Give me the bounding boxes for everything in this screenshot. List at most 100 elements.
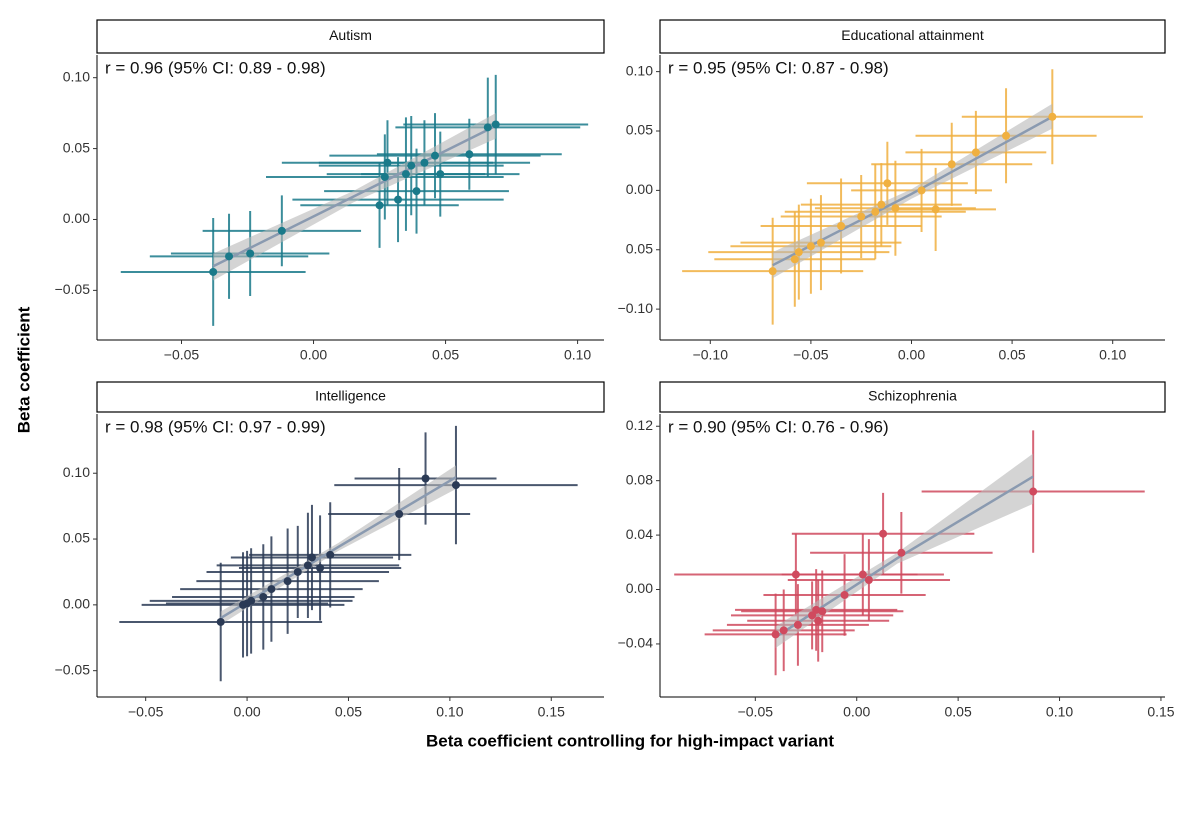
point xyxy=(383,158,392,167)
point xyxy=(246,249,255,258)
y-tick-label: −0.04 xyxy=(618,635,654,651)
y-tick-label: 0.00 xyxy=(63,210,90,226)
point xyxy=(307,553,316,562)
x-tick-label: 0.10 xyxy=(436,704,463,720)
point xyxy=(808,611,817,620)
point xyxy=(871,207,880,216)
point xyxy=(407,161,416,170)
point xyxy=(420,158,429,167)
point xyxy=(395,510,404,519)
y-axis-title: Beta coefficient xyxy=(14,306,33,433)
point xyxy=(947,160,956,169)
point xyxy=(277,226,286,235)
x-tick-label: 0.10 xyxy=(564,347,591,363)
confidence-band xyxy=(220,465,456,625)
x-axis-title: Beta coefficient controlling for high-im… xyxy=(426,731,834,750)
point xyxy=(259,592,268,601)
strip xyxy=(659,381,1166,413)
point xyxy=(216,617,225,626)
x-tick-label: 0.00 xyxy=(233,704,260,720)
annotation: r = 0.96 (95% CI: 0.89 - 0.98) xyxy=(105,58,326,77)
annotation: r = 0.95 (95% CI: 0.87 - 0.98) xyxy=(668,58,889,77)
y-tick-label: 0.00 xyxy=(626,181,653,197)
point xyxy=(209,267,218,276)
point xyxy=(768,267,777,276)
y-tick-label: 0.05 xyxy=(626,240,653,256)
y-tick-label: 0.00 xyxy=(63,596,90,612)
point xyxy=(483,123,492,132)
point xyxy=(267,585,276,594)
point xyxy=(917,186,926,195)
y-tick-label: 0.04 xyxy=(626,526,653,542)
point xyxy=(790,255,799,264)
point xyxy=(806,242,815,251)
point xyxy=(814,616,823,625)
annotation: r = 0.90 (95% CI: 0.76 - 0.96) xyxy=(668,417,889,436)
point xyxy=(891,204,900,213)
point xyxy=(840,590,849,599)
x-tick-label: 0.05 xyxy=(945,704,972,720)
x-tick-label: 0.15 xyxy=(1147,704,1174,720)
point xyxy=(791,570,800,579)
y-tick-label: 0.12 xyxy=(626,417,653,433)
point xyxy=(465,150,474,159)
y-tick-label: −0.05 xyxy=(55,661,91,677)
point xyxy=(883,179,892,188)
y-tick-label: −0.10 xyxy=(618,300,654,316)
point xyxy=(812,605,821,614)
strip-label: Educational attainment xyxy=(841,27,984,43)
point xyxy=(436,170,445,179)
point xyxy=(818,607,827,616)
x-tick-label: −0.05 xyxy=(128,704,164,720)
point xyxy=(877,200,886,209)
point xyxy=(931,205,940,214)
x-tick-label: −0.05 xyxy=(164,347,200,363)
point xyxy=(421,474,430,483)
point xyxy=(326,550,335,559)
x-tick-label: −0.10 xyxy=(693,347,729,363)
x-tick-label: 0.15 xyxy=(538,704,565,720)
point xyxy=(794,248,803,257)
x-tick-label: 0.00 xyxy=(300,347,327,363)
point xyxy=(837,222,846,230)
y-tick-label: 0.00 xyxy=(626,580,653,596)
x-tick-label: −0.05 xyxy=(793,347,829,363)
strip xyxy=(96,381,605,413)
y-tick-label: 0.10 xyxy=(63,464,90,480)
point xyxy=(316,564,325,573)
y-tick-label: 0.08 xyxy=(626,471,653,487)
point xyxy=(971,148,980,157)
y-tick-label: 0.05 xyxy=(626,122,653,138)
strip-label: Autism xyxy=(329,27,372,43)
point xyxy=(864,575,873,584)
point xyxy=(375,201,384,210)
point xyxy=(380,172,389,181)
point xyxy=(793,620,802,629)
strip-label: Schizophrenia xyxy=(868,388,957,404)
x-tick-label: 0.00 xyxy=(898,347,925,363)
x-tick-label: 0.05 xyxy=(432,347,459,363)
x-tick-label: 0.05 xyxy=(335,704,362,720)
point xyxy=(771,630,780,639)
point xyxy=(225,252,234,261)
trend-line xyxy=(220,476,457,620)
x-tick-label: −0.05 xyxy=(738,704,774,720)
point xyxy=(303,561,312,570)
point xyxy=(858,570,867,579)
y-tick-label: −0.05 xyxy=(55,281,91,297)
x-tick-label: 0.05 xyxy=(998,347,1025,363)
strip xyxy=(659,19,1166,54)
x-tick-label: 0.00 xyxy=(843,704,870,720)
trend-line xyxy=(212,124,497,268)
point xyxy=(283,577,292,586)
annotation: r = 0.98 (95% CI: 0.97 - 0.99) xyxy=(105,417,326,436)
y-tick-label: 0.05 xyxy=(63,139,90,155)
point xyxy=(779,626,788,635)
confidence-band xyxy=(772,103,1053,279)
y-tick-label: 0.10 xyxy=(626,62,653,78)
point xyxy=(857,212,866,221)
point xyxy=(879,529,888,538)
y-tick-label: 0.05 xyxy=(63,530,90,546)
point xyxy=(412,187,421,196)
y-tick-label: 0.10 xyxy=(63,68,90,84)
